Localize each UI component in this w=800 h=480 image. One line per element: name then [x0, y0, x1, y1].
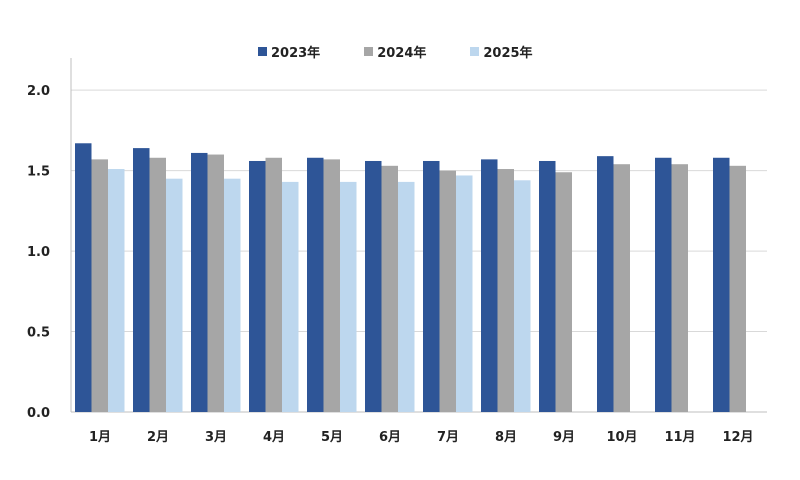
bar-2024年-7月	[439, 170, 456, 412]
x-tick-label: 6月	[379, 430, 401, 445]
bar-2023年-6月	[365, 160, 382, 412]
legend-swatch-2025	[470, 47, 480, 56]
x-tick-label: 10月	[606, 430, 637, 445]
bar-2025年-2月	[166, 178, 183, 412]
bar-2024年-8月	[497, 169, 514, 412]
x-tick-label: 9月	[553, 430, 575, 445]
bar-2024年-5月	[323, 159, 340, 412]
legend-item-2024: 2024年	[364, 42, 426, 61]
legend-label-2023: 2023年	[271, 46, 321, 61]
bar-2025年-5月	[340, 181, 357, 412]
bar-2023年-1月	[75, 143, 92, 413]
bar-2023年-5月	[307, 157, 324, 412]
bar-2024年-6月	[381, 165, 398, 412]
bar-2024年-2月	[149, 157, 166, 412]
legend-item-2023: 2023年	[258, 42, 320, 61]
legend-item-2025: 2025年	[470, 42, 533, 61]
bar-2024年-3月	[207, 154, 224, 412]
x-tick-label: 1月	[89, 430, 111, 445]
y-tick-label: 0.0	[27, 406, 50, 421]
y-tick-label: 2.0	[27, 84, 50, 99]
bar-2025年-8月	[514, 180, 531, 412]
bar-2024年-10月	[613, 164, 630, 412]
legend: 2023年 2024年 2025年	[258, 42, 577, 61]
bar-2023年-10月	[597, 156, 614, 412]
bar-2023年-9月	[539, 160, 556, 412]
bar-2023年-11月	[655, 157, 672, 412]
bar-2025年-4月	[282, 181, 299, 412]
bar-2025年-1月	[108, 169, 125, 412]
y-tick-label: 1.0	[27, 245, 50, 260]
bar-2025年-7月	[456, 175, 473, 412]
x-tick-label: 11月	[664, 430, 695, 445]
bar-2024年-12月	[729, 165, 746, 412]
x-tick-label: 2月	[147, 430, 169, 445]
y-tick-label: 1.5	[27, 165, 50, 180]
legend-label-2025: 2025年	[483, 46, 533, 61]
bar-2024年-9月	[555, 172, 572, 412]
x-tick-label: 7月	[437, 430, 459, 445]
bar-2025年-6月	[398, 181, 415, 412]
x-tick-label: 5月	[321, 430, 343, 445]
x-tick-label: 4月	[263, 430, 285, 445]
bar-2025年-3月	[224, 178, 241, 412]
bar-2023年-2月	[133, 148, 150, 413]
x-tick-label: 8月	[495, 430, 517, 445]
y-tick-label: 0.5	[27, 326, 50, 341]
bar-2023年-8月	[481, 159, 498, 412]
x-tick-label: 12月	[722, 430, 753, 445]
bar-2023年-12月	[713, 157, 730, 412]
bar-2023年-7月	[423, 160, 440, 412]
bar-2024年-1月	[91, 159, 108, 412]
x-tick-label: 3月	[205, 430, 227, 445]
bar-2024年-4月	[265, 157, 282, 412]
bar-2023年-4月	[249, 160, 266, 412]
legend-label-2024: 2024年	[377, 46, 427, 61]
bar-2023年-3月	[191, 152, 208, 412]
legend-swatch-2024	[364, 47, 374, 56]
legend-swatch-2023	[258, 47, 267, 56]
bar-2024年-11月	[671, 164, 688, 412]
